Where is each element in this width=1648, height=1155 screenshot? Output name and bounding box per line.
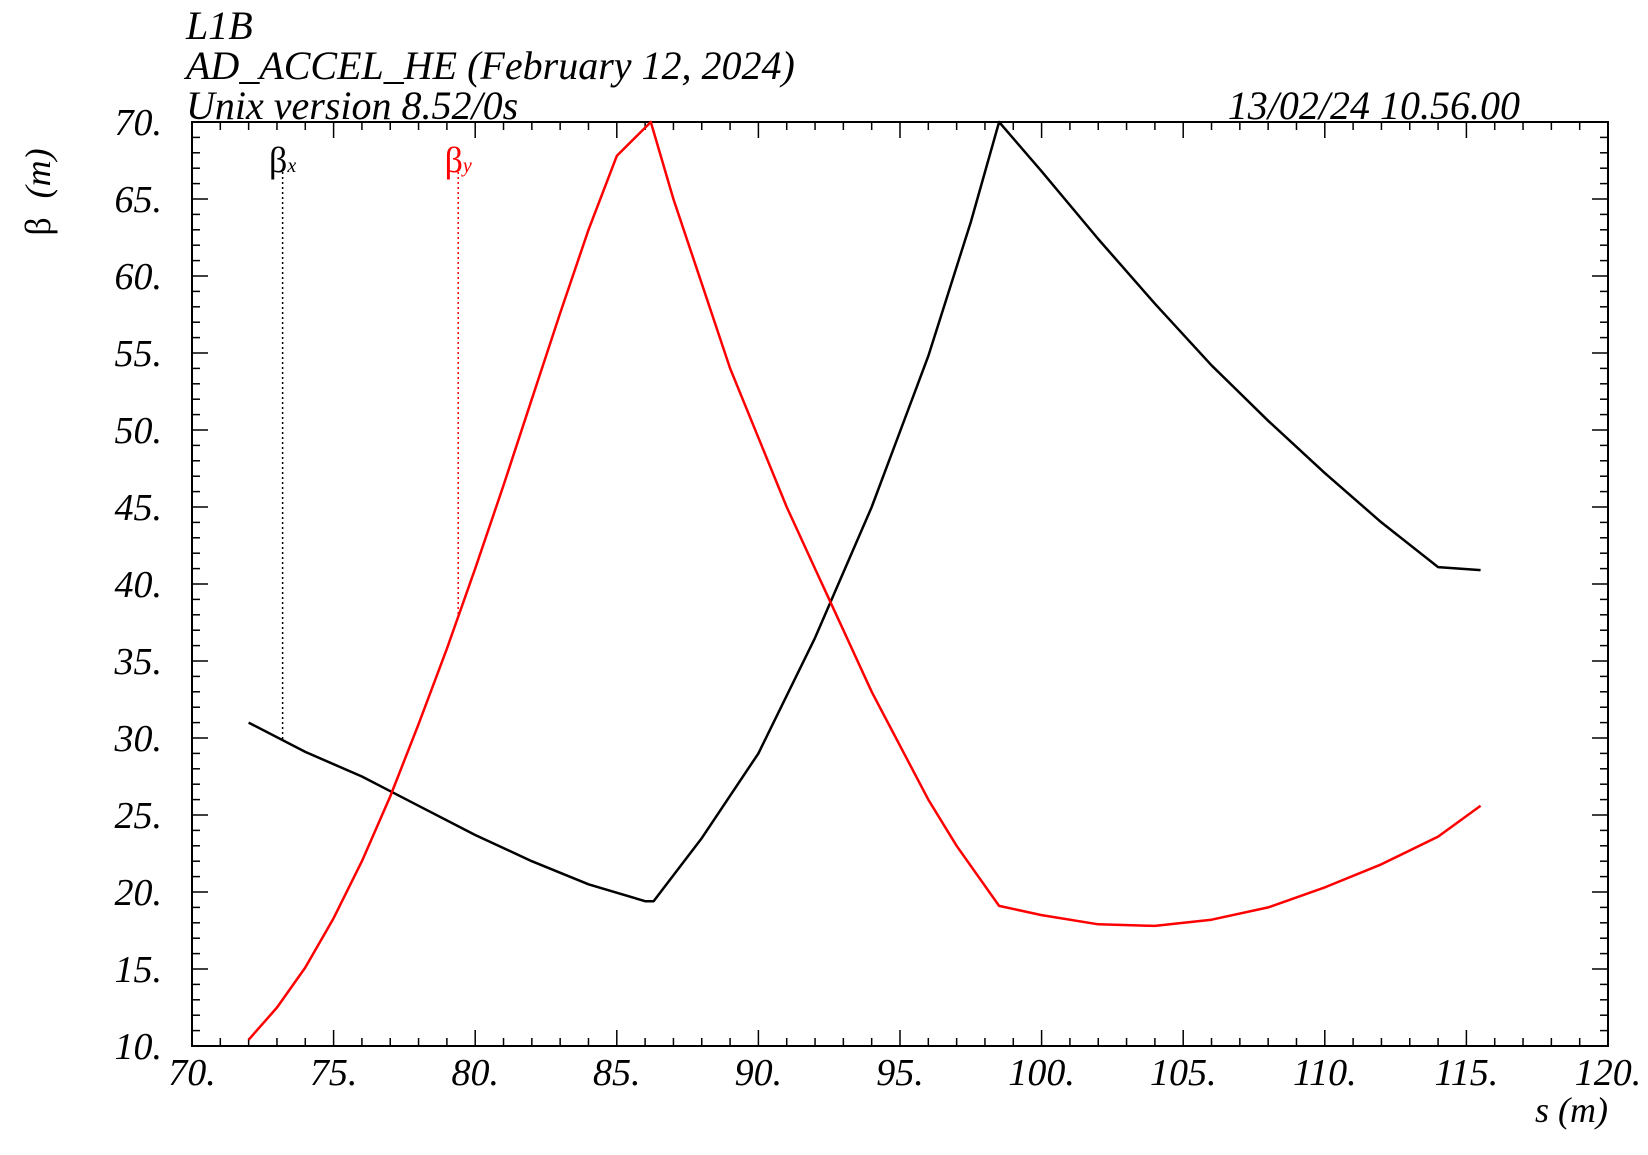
y-tick-label: 50. bbox=[115, 410, 163, 452]
x-tick-label: 115. bbox=[1435, 1052, 1499, 1094]
series-line-beta-x bbox=[248, 120, 1481, 903]
legend: βx βy bbox=[269, 140, 472, 741]
x-tick-label: 105. bbox=[1150, 1052, 1217, 1094]
y-tick-label: 55. bbox=[115, 333, 163, 375]
y-tick-label: 30. bbox=[114, 718, 163, 760]
x-tick-label: 70. bbox=[168, 1052, 216, 1094]
y-tick-label: 65. bbox=[115, 179, 163, 221]
x-tick-label: 110. bbox=[1293, 1052, 1357, 1094]
y-tick-label: 25. bbox=[115, 795, 163, 837]
axis-ticks bbox=[191, 121, 1609, 1047]
legend-symbol: β bbox=[269, 140, 287, 180]
header-line-2: AD_ACCEL_HE (February 12, 2024) bbox=[186, 43, 795, 88]
y-tick-label: 70. bbox=[115, 102, 163, 144]
series-group bbox=[247, 120, 1482, 1041]
plot-frame bbox=[191, 121, 1609, 1047]
x-tick-label: 90. bbox=[735, 1052, 783, 1094]
y-tick-label: 35. bbox=[114, 641, 163, 683]
y-tick-label: 45. bbox=[115, 487, 163, 529]
series-line-beta-y bbox=[247, 120, 1482, 1041]
y-tick-label: 10. bbox=[115, 1026, 163, 1068]
x-tick-label: 75. bbox=[310, 1052, 358, 1094]
y-axis-label-symbol: β bbox=[18, 217, 58, 235]
x-axis-label: s (m) bbox=[1535, 1090, 1608, 1130]
y-tick-label: 60. bbox=[115, 256, 163, 298]
legend-subscript: y bbox=[461, 155, 472, 177]
legend-label-beta-x: βx bbox=[269, 140, 296, 180]
header-timestamp: 13/02/24 10.56.00 bbox=[1227, 83, 1520, 128]
legend-label-beta-y: βy bbox=[445, 140, 472, 180]
x-tick-label: 85. bbox=[593, 1052, 641, 1094]
header-line-1: L1B bbox=[186, 3, 253, 48]
x-tick-label: 120. bbox=[1575, 1052, 1642, 1094]
y-tick-labels: 10. 15. 20. 25. 30. 35. 40. 45. 50. 55. 60. 65. 70. bbox=[114, 102, 163, 1068]
y-tick-label: 20. bbox=[115, 872, 163, 914]
y-tick-label: 15. bbox=[115, 949, 163, 991]
y-tick-label: 40. bbox=[115, 564, 163, 606]
header-line-3: Unix version 8.52/0s bbox=[186, 83, 519, 128]
y-axis-label: β (m) bbox=[18, 148, 58, 235]
legend-symbol: β bbox=[445, 140, 463, 180]
legend-subscript: x bbox=[286, 155, 296, 177]
x-tick-labels: 70. 75. 80. 85. 90. 95. 100. 105. 110. 115. 120. bbox=[168, 1052, 1641, 1094]
x-tick-label: 80. bbox=[451, 1052, 499, 1094]
x-tick-label: 100. bbox=[1008, 1052, 1075, 1094]
x-tick-label: 95. bbox=[876, 1052, 924, 1094]
y-axis-label-unit: (m) bbox=[18, 148, 58, 198]
